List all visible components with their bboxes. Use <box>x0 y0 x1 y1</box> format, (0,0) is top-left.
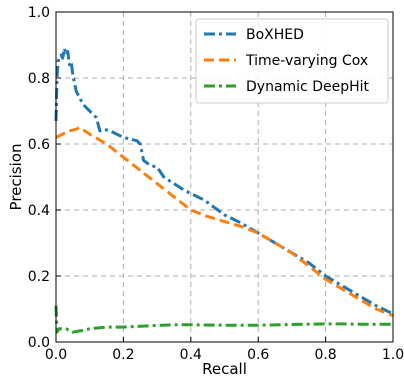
y-tick-label: 1.0 <box>28 5 50 21</box>
legend-label: BoXHED <box>246 27 304 43</box>
x-tick-label: 0.4 <box>180 347 202 363</box>
series-line-time-varying-cox <box>55 126 394 317</box>
x-axis-label: Recall <box>202 360 247 378</box>
y-tick-label: 0.8 <box>28 71 50 87</box>
x-tick-label: 1.0 <box>382 347 404 363</box>
plot-frame <box>55 11 394 343</box>
legend-label: Dynamic DeepHit <box>246 79 370 95</box>
series-line-boxhed <box>54 46 394 316</box>
y-tick-label: 0.6 <box>28 137 50 153</box>
x-tick-label: 0.0 <box>45 347 67 363</box>
y-tick-label: 0.0 <box>28 335 50 351</box>
x-tick-label: 0.2 <box>112 347 134 363</box>
y-tick-label: 0.4 <box>28 203 50 219</box>
legend-box <box>195 18 389 104</box>
legend-label: Time-varying Cox <box>245 53 368 69</box>
y-axis-label: Precision <box>7 144 25 211</box>
legend: BoXHED Time-varying Cox Dynamic DeepHit <box>195 18 389 104</box>
series-line-dynamic-deephit <box>54 305 393 334</box>
axis-ticks: 0.0 0.2 0.4 0.6 0.8 1.0 0.0 0.2 0.4 0.6 0.8 1.0 <box>28 5 404 363</box>
y-tick-label: 0.2 <box>28 269 50 285</box>
x-tick-label: 0.8 <box>314 347 336 363</box>
x-tick-label: 0.6 <box>247 347 269 363</box>
series-lines <box>54 46 394 334</box>
